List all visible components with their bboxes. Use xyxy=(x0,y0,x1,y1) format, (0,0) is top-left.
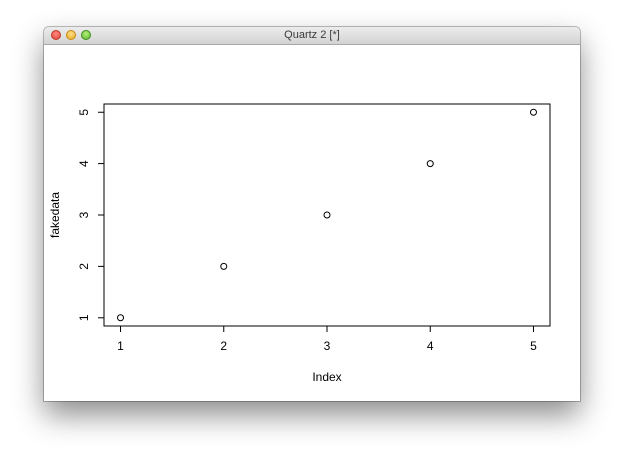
x-tick-label: 1 xyxy=(117,339,124,353)
plot-frame xyxy=(103,103,551,327)
window-title: Quartz 2 [*] xyxy=(284,29,340,41)
y-tick-label: 1 xyxy=(77,314,91,321)
y-axis-label: fakedata xyxy=(48,192,62,238)
x-axis-label: Index xyxy=(312,370,341,384)
data-points xyxy=(117,108,537,322)
x-axis: 1 2 3 4 5 xyxy=(117,325,537,353)
zoom-button[interactable] xyxy=(81,30,91,40)
y-axis: 1 2 3 4 5 xyxy=(77,109,105,321)
data-point xyxy=(220,262,228,270)
y-tick-label: 5 xyxy=(77,109,91,116)
y-tick-label: 2 xyxy=(77,263,91,270)
x-tick-label: 2 xyxy=(220,339,227,353)
data-point xyxy=(323,211,331,219)
scatter-plot: 1 2 3 4 5 1 2 3 4 5 Index fakedata xyxy=(48,103,551,384)
y-tick-label: 4 xyxy=(77,160,91,167)
window-titlebar[interactable]: Quartz 2 [*] xyxy=(44,27,580,45)
data-point xyxy=(117,314,125,322)
plot-window: Quartz 2 [*] 1 2 3 4 5 1 2 3 4 5 Index fakedata xyxy=(44,27,580,401)
x-tick-label: 3 xyxy=(324,339,331,353)
data-point xyxy=(426,160,434,168)
minimize-button[interactable] xyxy=(66,30,76,40)
x-tick-label: 4 xyxy=(427,339,434,353)
close-button[interactable] xyxy=(51,30,61,40)
data-point xyxy=(529,108,537,116)
y-tick-label: 3 xyxy=(77,211,91,218)
x-tick-label: 5 xyxy=(530,339,537,353)
